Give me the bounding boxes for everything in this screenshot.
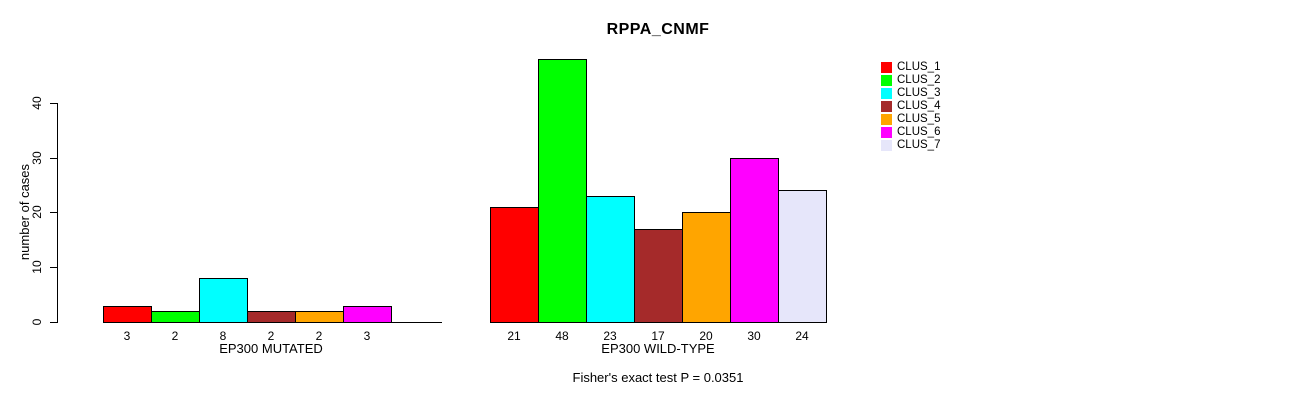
bar-clus_5 (682, 212, 731, 323)
bar-count-label: 30 (747, 329, 761, 343)
x-axis-label-wildtype: EP300 WILD-TYPE (601, 341, 715, 356)
legend-label: CLUS_3 (897, 87, 941, 99)
legend-label: CLUS_2 (897, 74, 941, 86)
y-tick (50, 103, 58, 104)
bar-count-label: 2 (267, 329, 275, 343)
bar-count-label: 3 (123, 329, 131, 343)
legend-label: CLUS_1 (897, 61, 941, 73)
bar-clus_2 (151, 311, 200, 323)
legend: CLUS_1 CLUS_2 CLUS_3 CLUS_4 CLUS_5 CLUS_6 CLUS… (880, 61, 1000, 161)
legend-label: CLUS_7 (897, 139, 941, 151)
y-tick-label: 40 (30, 96, 44, 110)
legend-swatch (881, 114, 892, 125)
bar-count-label: 17 (651, 329, 665, 343)
bar-clus_6 (730, 158, 779, 323)
legend-swatch (881, 75, 892, 86)
bar-count-label: 24 (795, 329, 809, 343)
legend-swatch (881, 101, 892, 112)
legend-label: CLUS_5 (897, 113, 941, 125)
y-tick (50, 267, 58, 268)
y-tick-label: 0 (30, 318, 44, 326)
x-axis-label-mutated: EP300 MUTATED (219, 341, 323, 356)
bar-clus_4 (247, 311, 296, 323)
bar-clus_6 (343, 306, 392, 323)
y-tick-label: 10 (30, 260, 44, 274)
bar-count-label: 21 (507, 329, 521, 343)
bar-clus_7 (778, 190, 827, 323)
y-axis-line (57, 103, 58, 323)
legend-swatch (881, 62, 892, 73)
y-tick (50, 212, 58, 213)
bar-clus_2 (538, 59, 587, 323)
bar-count-label: 8 (219, 329, 227, 343)
legend-label: CLUS_4 (897, 100, 941, 112)
legend-swatch (881, 127, 892, 138)
bar-count-label: 23 (603, 329, 617, 343)
bar-clus_1 (490, 207, 539, 323)
fisher-test-annotation: Fisher's exact test P = 0.0351 (572, 370, 744, 385)
bar-clus_1 (103, 306, 152, 323)
legend-swatch (881, 140, 892, 151)
chart-title: RPPA_CNMF (606, 21, 710, 38)
y-tick-label: 20 (30, 205, 44, 219)
bar-count-label: 48 (555, 329, 569, 343)
y-tick-label: 30 (30, 151, 44, 165)
legend-swatch (881, 88, 892, 99)
y-tick (50, 322, 58, 323)
bar-clus_3 (199, 278, 248, 323)
bar-count-label: 2 (171, 329, 179, 343)
bar-count-label: 2 (315, 329, 323, 343)
bar-clus_4 (634, 229, 683, 323)
bar-count-label: 20 (699, 329, 713, 343)
y-tick (50, 158, 58, 159)
bar-clus_3 (586, 196, 635, 323)
bar-clus_5 (295, 311, 344, 323)
bar-count-label: 3 (363, 329, 371, 343)
legend-label: CLUS_6 (897, 126, 941, 138)
